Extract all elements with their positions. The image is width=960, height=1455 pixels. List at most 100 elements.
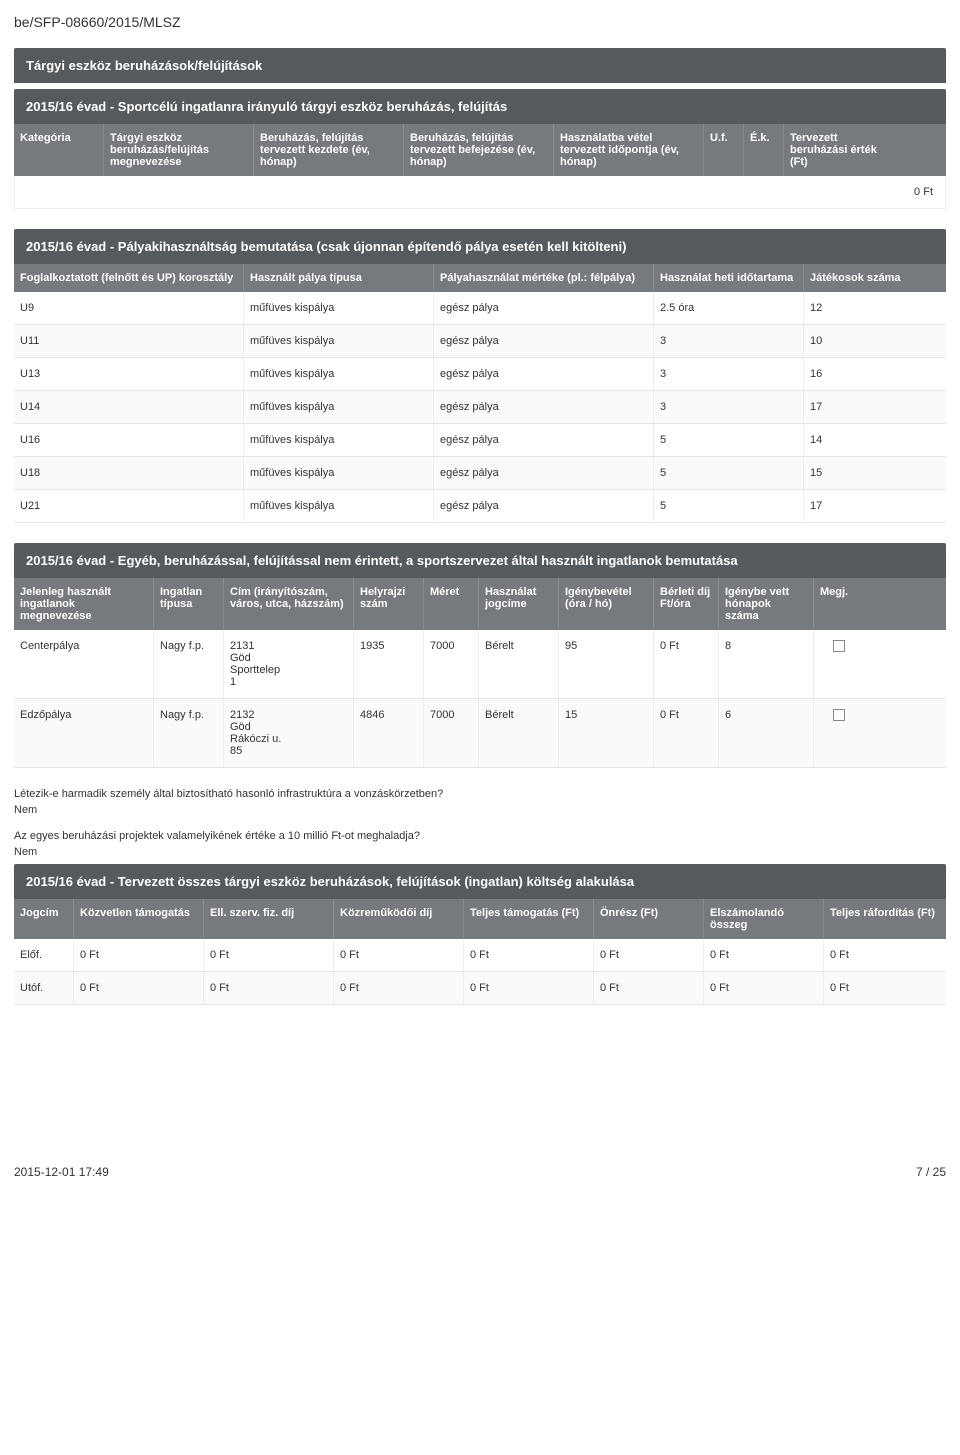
table-cell: 0 Ft	[204, 972, 334, 1004]
table-cell: 0 Ft	[824, 939, 944, 971]
table-cell: 2131 Göd Sporttelep 1	[224, 630, 354, 698]
table-cell: 0 Ft	[654, 699, 719, 767]
column-header: Önrész (Ft)	[594, 899, 704, 939]
table-row: Előf.0 Ft0 Ft0 Ft0 Ft0 Ft0 Ft0 Ft	[14, 939, 946, 972]
column-header: Teljes támogatás (Ft)	[464, 899, 594, 939]
table-cell: 0 Ft	[464, 939, 594, 971]
column-header: Helyrajzi szám	[354, 578, 424, 630]
table-cell	[814, 699, 864, 767]
table-cell: 0 Ft	[654, 630, 719, 698]
answer-1: Nem	[14, 804, 946, 816]
table-row: U13műfüves kispályaegész pálya316	[14, 358, 946, 391]
table-cell: 0 Ft	[594, 972, 704, 1004]
table-cell: műfüves kispálya	[244, 424, 434, 456]
table-cell: 0 Ft	[704, 939, 824, 971]
checkbox-icon[interactable]	[833, 640, 845, 652]
column-header: Pályahasználat mértéke (pl.: félpálya)	[434, 264, 654, 292]
table-cell: Nagy f.p.	[154, 630, 224, 698]
table-cell: 10	[804, 325, 924, 357]
column-header: Jogcím	[14, 899, 74, 939]
section-properties: 2015/16 évad - Egyéb, beruházással, felú…	[14, 543, 946, 768]
table-cell: 6	[719, 699, 814, 767]
column-header: Igénybevétel (óra / hó)	[559, 578, 654, 630]
answer-2: Nem	[14, 846, 946, 858]
table-cell: műfüves kispálya	[244, 490, 434, 522]
column-header: Használatba vétel tervezett időpontja (é…	[554, 124, 704, 176]
table-cell: 16	[804, 358, 924, 390]
table-row: CenterpályaNagy f.p.2131 Göd Sporttelep …	[14, 630, 946, 699]
section2-rows: U9műfüves kispályaegész pálya2.5 óra12U1…	[14, 292, 946, 523]
table-cell: 95	[559, 630, 654, 698]
column-header: Kategória	[14, 124, 104, 176]
section4-rows: Előf.0 Ft0 Ft0 Ft0 Ft0 Ft0 Ft0 FtUtóf.0 …	[14, 939, 946, 1005]
table-cell: Centerpálya	[14, 630, 154, 698]
table-row: U11műfüves kispályaegész pálya310	[14, 325, 946, 358]
section2-columns: Foglalkoztatott (felnőtt és UP) korosztá…	[14, 264, 946, 292]
table-cell: egész pálya	[434, 457, 654, 489]
page-footer: 2015-12-01 17:49 7 / 25	[0, 1165, 960, 1179]
column-header: Bérleti díj Ft/óra	[654, 578, 719, 630]
column-header: Teljes ráfordítás (Ft)	[824, 899, 944, 939]
table-row: Utóf.0 Ft0 Ft0 Ft0 Ft0 Ft0 Ft0 Ft	[14, 972, 946, 1005]
section-costs: 2015/16 évad - Tervezett összes tárgyi e…	[14, 864, 946, 1005]
document-id: be/SFP-08660/2015/MLSZ	[14, 14, 946, 30]
table-cell: 5	[654, 424, 804, 456]
table-cell: 15	[804, 457, 924, 489]
table-cell: 15	[559, 699, 654, 767]
table-cell: U14	[14, 391, 244, 423]
table-cell: Utóf.	[14, 972, 74, 1004]
table-cell: U16	[14, 424, 244, 456]
column-header: Elszámolandó összeg	[704, 899, 824, 939]
column-header: Beruházás, felújítás tervezett kezdete (…	[254, 124, 404, 176]
table-cell	[814, 630, 864, 698]
table-cell: U18	[14, 457, 244, 489]
column-header: Foglalkoztatott (felnőtt és UP) korosztá…	[14, 264, 244, 292]
table-cell: egész pálya	[434, 292, 654, 324]
table-cell: Edzőpálya	[14, 699, 154, 767]
column-header: Igénybe vett hónapok száma	[719, 578, 814, 630]
column-header: Használat jogcíme	[479, 578, 559, 630]
table-cell: U21	[14, 490, 244, 522]
table-cell: műfüves kispálya	[244, 325, 434, 357]
table-cell: 0 Ft	[334, 939, 464, 971]
section4-columns: JogcímKözvetlen támogatásEll. szerv. fiz…	[14, 899, 946, 939]
table-cell: Előf.	[14, 939, 74, 971]
column-header: Cím (irányítószám, város, utca, házszám)	[224, 578, 354, 630]
table-cell: 0 Ft	[594, 939, 704, 971]
section4-title: 2015/16 évad - Tervezett összes tárgyi e…	[14, 864, 946, 899]
table-cell: műfüves kispálya	[244, 292, 434, 324]
page-container: be/SFP-08660/2015/MLSZ Tárgyi eszköz ber…	[0, 0, 960, 1065]
table-cell: 0 Ft	[824, 972, 944, 1004]
table-cell: műfüves kispálya	[244, 358, 434, 390]
section2-title: 2015/16 évad - Pályakihasználtság bemuta…	[14, 229, 946, 264]
table-cell: 0 Ft	[74, 939, 204, 971]
table-cell: 2132 Göd Rákóczi u. 85	[224, 699, 354, 767]
table-cell: 14	[804, 424, 924, 456]
table-row: U9műfüves kispályaegész pálya2.5 óra12	[14, 292, 946, 325]
table-cell: egész pálya	[434, 490, 654, 522]
section3-columns: Jelenleg használt ingatlanok megnevezése…	[14, 578, 946, 630]
question-2: Az egyes beruházási projektek valamelyik…	[14, 830, 946, 842]
checkbox-icon[interactable]	[833, 709, 845, 721]
table-cell: 5	[654, 457, 804, 489]
section1-columns: KategóriaTárgyi eszköz beruházás/felújít…	[14, 124, 946, 176]
question-1: Létezik-e harmadik személy által biztosí…	[14, 788, 946, 800]
table-cell: 7000	[424, 630, 479, 698]
table-cell: egész pálya	[434, 358, 654, 390]
section1-title: Tárgyi eszköz beruházások/felújítások	[14, 48, 946, 83]
table-cell: műfüves kispálya	[244, 457, 434, 489]
table-cell: 0 Ft	[204, 939, 334, 971]
column-header: Jelenleg használt ingatlanok megnevezése	[14, 578, 154, 630]
section3-title: 2015/16 évad - Egyéb, beruházással, felú…	[14, 543, 946, 578]
table-cell: 8	[719, 630, 814, 698]
table-cell: 5	[654, 490, 804, 522]
table-cell: 3	[654, 358, 804, 390]
column-header: Tárgyi eszköz beruházás/felújítás megnev…	[104, 124, 254, 176]
column-header: Használt pálya típusa	[244, 264, 434, 292]
table-cell: 1935	[354, 630, 424, 698]
column-header: U.f.	[704, 124, 744, 176]
section-investments: Tárgyi eszköz beruházások/felújítások 20…	[14, 48, 946, 209]
column-header: É.k.	[744, 124, 784, 176]
column-header: Megj.	[814, 578, 864, 630]
section3-rows: CenterpályaNagy f.p.2131 Göd Sporttelep …	[14, 630, 946, 768]
